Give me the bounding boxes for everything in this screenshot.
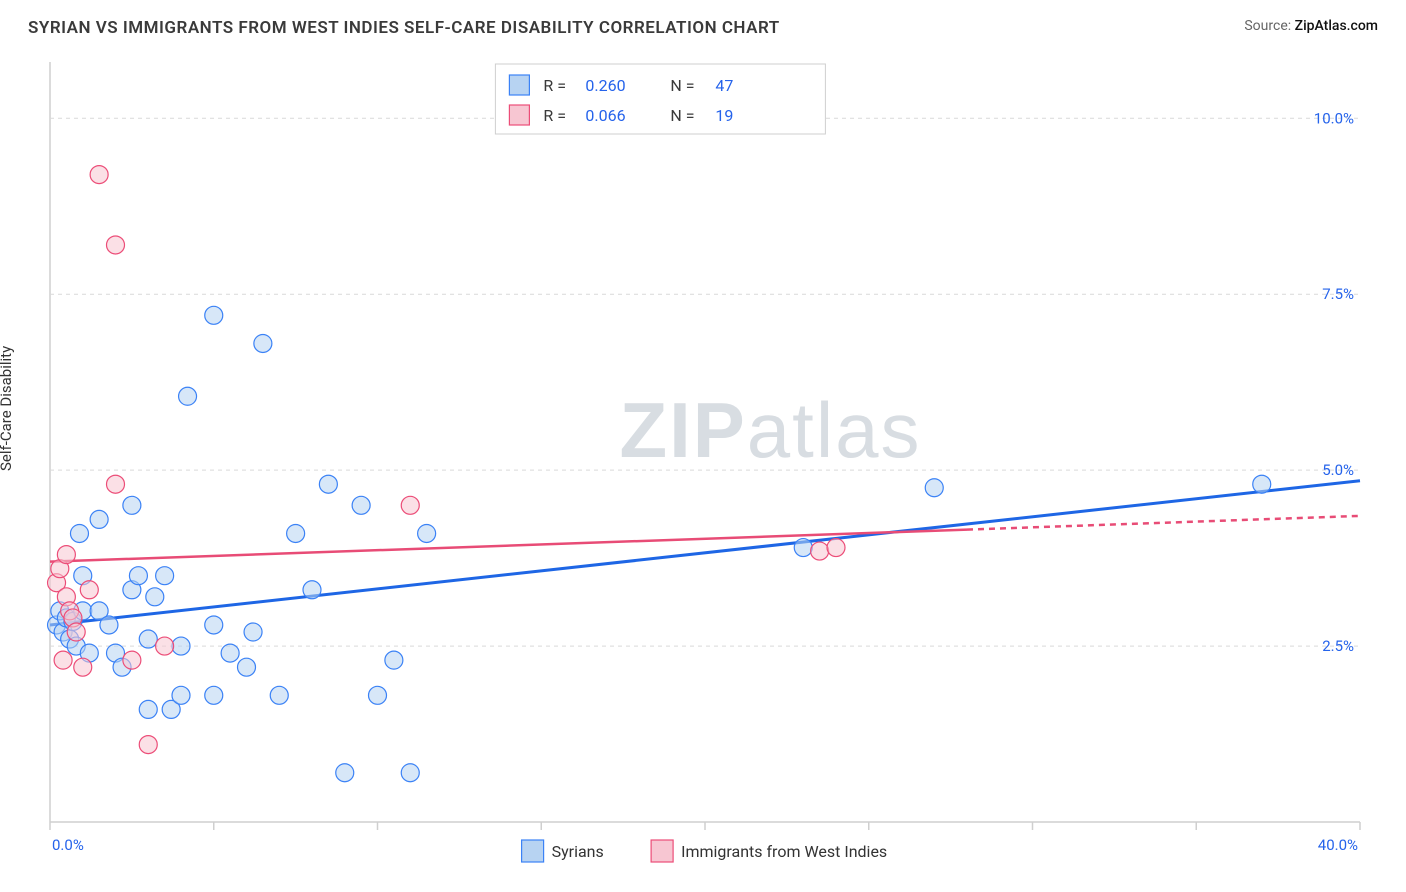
y-tick-label: 7.5% xyxy=(1322,285,1354,303)
data-point xyxy=(67,623,85,641)
data-point xyxy=(80,581,98,599)
data-point xyxy=(369,686,387,704)
data-point xyxy=(811,542,829,560)
data-point xyxy=(107,236,125,254)
data-point xyxy=(139,700,157,718)
data-point xyxy=(100,616,118,634)
data-point xyxy=(336,764,354,782)
data-point xyxy=(90,510,108,528)
data-point xyxy=(270,686,288,704)
data-point xyxy=(221,644,239,662)
data-point xyxy=(90,166,108,184)
data-point xyxy=(244,623,262,641)
data-point xyxy=(352,496,370,514)
data-point xyxy=(827,539,845,557)
svg-text:47: 47 xyxy=(715,76,733,95)
data-point xyxy=(156,567,174,585)
legend-label: Syrians xyxy=(552,842,604,861)
series-legend: Syrians Immigrants from West Indies xyxy=(522,840,888,862)
svg-text:R =: R = xyxy=(543,76,566,95)
data-point xyxy=(70,524,88,542)
source-attribution: Source: ZipAtlas.com xyxy=(1244,18,1378,34)
x-tick-label: 40.0% xyxy=(1318,836,1358,854)
data-point xyxy=(129,567,147,585)
stats-legend: R = 0.260 N = 47 R = 0.066 N = 19 xyxy=(495,64,825,134)
data-point xyxy=(794,539,812,557)
y-tick-label: 10.0% xyxy=(1314,109,1354,127)
data-point xyxy=(172,637,190,655)
data-point xyxy=(925,479,943,497)
watermark: ZIPatlas xyxy=(619,386,921,474)
data-point xyxy=(254,334,272,352)
svg-text:19: 19 xyxy=(715,106,733,125)
data-point xyxy=(205,616,223,634)
y-axis-label: Self-Care Disability xyxy=(0,346,15,471)
legend-swatch xyxy=(509,75,529,95)
data-point xyxy=(238,658,256,676)
svg-text:0.260: 0.260 xyxy=(585,76,625,95)
data-point xyxy=(107,475,125,493)
data-point xyxy=(303,581,321,599)
data-point xyxy=(57,546,75,564)
data-point xyxy=(205,686,223,704)
data-point xyxy=(146,588,164,606)
legend-label: Immigrants from West Indies xyxy=(681,842,887,861)
data-point xyxy=(54,651,72,669)
data-point xyxy=(1253,475,1271,493)
source-label: Source: xyxy=(1244,18,1291,34)
svg-text:N =: N = xyxy=(670,76,694,95)
x-tick-label: 0.0% xyxy=(52,836,84,854)
svg-text:N =: N = xyxy=(670,106,694,125)
legend-swatch xyxy=(522,840,544,862)
legend-swatch xyxy=(651,840,673,862)
data-point xyxy=(401,496,419,514)
data-point xyxy=(205,306,223,324)
data-point xyxy=(287,524,305,542)
data-point xyxy=(139,630,157,648)
y-tick-label: 5.0% xyxy=(1322,461,1354,479)
data-point xyxy=(319,475,337,493)
data-point xyxy=(172,686,190,704)
data-point xyxy=(385,651,403,669)
data-point xyxy=(401,764,419,782)
trend-line xyxy=(50,481,1360,625)
data-point xyxy=(123,496,141,514)
svg-text:0.066: 0.066 xyxy=(585,106,625,125)
data-point xyxy=(123,651,141,669)
data-point xyxy=(156,637,174,655)
data-point xyxy=(139,736,157,754)
data-point xyxy=(418,524,436,542)
data-point xyxy=(74,658,92,676)
y-tick-label: 2.5% xyxy=(1322,637,1354,655)
svg-text:R =: R = xyxy=(543,106,566,125)
chart-title: SYRIAN VS IMMIGRANTS FROM WEST INDIES SE… xyxy=(28,18,780,38)
correlation-scatter-chart: 2.5% 5.0% 7.5% 10.0% 0.0% 40.0% ZIPatlas R = 0.2… xyxy=(0,50,1406,892)
legend-swatch xyxy=(509,105,529,125)
source-value: ZipAtlas.com xyxy=(1295,18,1378,34)
data-point xyxy=(179,387,197,405)
